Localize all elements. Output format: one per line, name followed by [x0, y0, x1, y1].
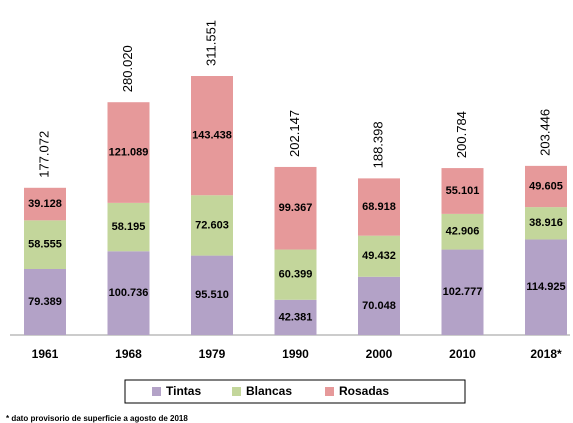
- x-tick-label: 1961: [32, 347, 59, 361]
- total-label: 188.398: [370, 121, 385, 168]
- segment-label: 49.432: [362, 250, 396, 262]
- segment-label: 121.089: [109, 146, 149, 158]
- segment-label: 114.925: [526, 281, 565, 293]
- x-tick-label: 1990: [282, 347, 309, 361]
- segment-label: 55.101: [446, 185, 480, 197]
- segment-label: 143.438: [192, 130, 232, 142]
- bar-segment: [107, 251, 150, 335]
- segment-label: 95.510: [195, 289, 229, 301]
- bar-segment: [274, 166, 317, 250]
- x-tick-label: 1979: [199, 347, 226, 361]
- bar-segment: [358, 235, 400, 277]
- x-tick-label: 2010: [449, 347, 476, 361]
- total-label: 200.784: [454, 111, 469, 158]
- legend-box: [124, 379, 466, 404]
- bar-segment: [441, 213, 484, 250]
- bar-segment: [107, 202, 150, 252]
- segment-label: 39.128: [28, 198, 62, 210]
- segment-label: 79.389: [28, 296, 62, 308]
- segment-label: 70.048: [362, 300, 396, 312]
- x-tick-label: 1968: [115, 347, 142, 361]
- bar-segment: [24, 220, 66, 270]
- bar-segment: [274, 299, 317, 335]
- bar-segment: [191, 255, 233, 335]
- segment-label: 58.195: [112, 221, 146, 233]
- x-tick-label: 2018*: [530, 347, 562, 361]
- bar-segment: [24, 269, 66, 335]
- segment-label: 68.918: [362, 201, 396, 213]
- bar-segment: [274, 249, 317, 300]
- legend-label: Tintas: [166, 384, 201, 398]
- footnote: * dato provisorio de superficie a agosto…: [6, 414, 188, 423]
- total-label: 311.551: [203, 20, 218, 66]
- bar-segment: [24, 187, 66, 221]
- segment-label: 60.399: [279, 269, 313, 281]
- bar-segment: [358, 276, 400, 335]
- segment-label: 49.605: [529, 180, 563, 192]
- segment-label: 102.777: [443, 286, 483, 298]
- total-label: 203.446: [537, 109, 552, 156]
- legend-label: Blancas: [246, 384, 292, 398]
- legend-swatch: [232, 387, 241, 396]
- bar-segment: [441, 249, 484, 335]
- legend-swatch: [325, 387, 334, 396]
- segment-label: 100.736: [109, 287, 149, 299]
- bar-segment: [191, 195, 233, 256]
- total-label: 177.072: [36, 131, 51, 178]
- segment-label: 72.603: [195, 219, 229, 231]
- x-tick-label: 2000: [366, 347, 393, 361]
- bar-segment: [358, 178, 400, 236]
- bar-segment: [107, 102, 150, 203]
- bar-segment: [191, 76, 233, 196]
- segment-label: 99.367: [279, 202, 313, 214]
- bar-segment: [441, 168, 484, 214]
- segment-label: 38.916: [529, 217, 563, 229]
- bar-segment: [525, 239, 567, 335]
- total-label: 202.147: [287, 110, 302, 157]
- bar-segment: [525, 207, 567, 240]
- segment-label: 58.555: [28, 239, 62, 251]
- segment-label: 42.906: [446, 226, 480, 238]
- bar-segment: [525, 165, 567, 208]
- total-label: 280.020: [120, 45, 135, 92]
- legend-swatch: [152, 387, 161, 396]
- legend-label: Rosadas: [339, 384, 389, 398]
- segment-label: 42.381: [279, 311, 313, 323]
